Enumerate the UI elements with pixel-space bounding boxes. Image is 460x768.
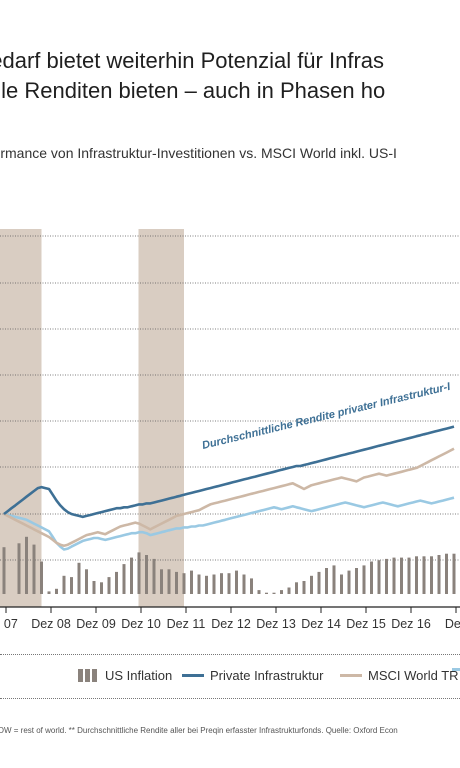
inflation-bar [422,556,426,594]
inflation-bar [302,581,306,594]
inflation-bar [370,561,373,594]
legend: US Inflation Private Infrastruktur MSCI … [0,668,460,688]
inflation-bar [205,575,208,594]
legend-swatch-line [340,674,362,677]
legend-swatch-bar [85,669,90,682]
x-tick-label: Dez 14 [301,617,341,631]
inflation-bar [340,574,343,594]
inflation-bar [197,574,201,594]
inflation-bar [182,573,186,594]
inflation-bar [100,582,103,594]
inflation-bar [250,578,253,594]
inflation-bar [40,561,43,594]
legend-item-us-inflation: US Inflation [78,668,172,683]
legend-label: Private Infrastruktur [210,668,324,683]
chart-title: bedarf bietet weiterhin Potenzial für In… [0,46,460,106]
legend-swatch-bar [92,669,97,682]
inflation-bar [70,577,73,594]
inflation-bar [220,573,223,594]
inflation-bar [77,562,81,594]
inflation-bar [392,557,396,594]
inflation-bar [445,553,448,594]
inflation-bar [265,592,268,594]
x-tick-label: Dez 13 [256,617,296,631]
inflation-bar [257,590,261,594]
recession-shade [138,229,184,607]
inflation-bar [310,575,313,594]
inflation-bar [115,571,118,594]
inflation-bar [437,555,441,594]
inflation-bar [235,570,238,594]
legend-swatch-bar [78,669,83,682]
inflation-bar [167,569,171,594]
legend-swatch-line [452,668,460,671]
inflation-bar [332,565,336,594]
inflation-bar [452,553,456,594]
inflation-bar [212,574,216,594]
x-tick-label: Dez 15 [346,617,386,631]
inflation-bar [145,555,148,594]
inflation-bar [85,569,88,594]
inflation-bar [62,575,66,594]
series-line-third [3,496,455,551]
inflation-bar [377,560,381,594]
chart-subtitle: rformance von Infrastruktur-Investitione… [0,145,397,161]
inflation-bar [430,556,433,594]
inflation-bar [227,573,231,594]
inflation-bar [92,581,96,594]
x-tick-label: z 07 [0,617,18,631]
inflation-bar [2,547,6,594]
title-line-1: bedarf bietet weiterhin Potenzial für In… [0,48,385,73]
legend-divider [0,654,460,655]
x-tick-label: Dez 16 [391,617,431,631]
recession-shade [0,229,42,607]
inflation-bar [362,565,366,594]
inflation-bar [190,570,193,594]
inflation-bar [242,574,246,594]
legend-label: MSCI World TR [368,668,459,683]
footnote: ROW = rest of world. ** Durchschnittlich… [0,726,398,735]
series-line-private [3,425,455,519]
legend-swatch-line [182,674,204,677]
inflation-bar [17,543,21,594]
series-line-msci [3,447,455,548]
x-tick-label: Dez 11 [167,617,206,631]
inflation-bar [280,590,283,594]
inflation-bar [355,568,358,594]
inflation-bar [415,556,418,594]
title-line-2: bile Renditen bieten – auch in Phasen ho [0,78,386,103]
inflation-bar [47,591,51,594]
inflation-bar [295,582,298,594]
inflation-bar [347,570,351,594]
x-tick-label: Dez 08 [31,617,71,631]
x-tick-label: Dez 12 [211,617,251,631]
inflation-bar [287,587,291,594]
x-tick-label: Dez 09 [76,617,116,631]
inflation-bar [107,577,111,594]
inflation-bar [325,568,328,594]
line-chart: z 07 Dez 08 Dez 09 Dez 10 Dez 11 Dez 12 Dez 13… [0,229,460,631]
inflation-bar [32,544,36,594]
inflation-bar [152,558,156,594]
inflation-bar [317,571,321,594]
x-tick-label: Dez 10 [121,617,161,631]
inflation-bar [272,592,276,594]
inflation-bar [137,552,141,594]
inflation-bar [25,536,28,594]
inflation-bar [160,569,163,594]
legend-item-third-series [452,668,460,671]
legend-label: US Inflation [105,668,173,683]
legend-item-msci-world-tr: MSCI World TR [340,668,459,683]
inflation-bar [130,557,133,594]
legend-item-private-infrastruktur: Private Infrastruktur [182,668,323,683]
x-tick-label: Dez [445,617,460,631]
inflation-bar [407,557,411,594]
inflation-bar [55,588,58,594]
inflation-bar [385,558,388,594]
inflation-bar [175,571,178,594]
inflation-bar [400,557,403,594]
line-annotation: Durchschnittliche Rendite privater Infra… [201,381,453,452]
inflation-bar [122,564,126,594]
footnote-divider [0,698,460,699]
